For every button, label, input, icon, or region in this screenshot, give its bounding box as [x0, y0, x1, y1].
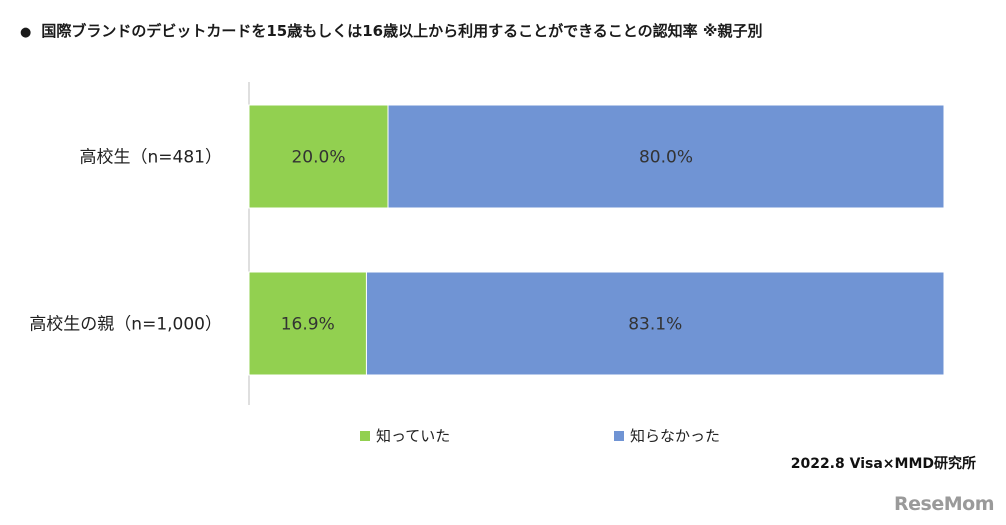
- legend-item-known: 知っていた: [360, 425, 450, 446]
- bar-segment-unknown: [365, 271, 945, 376]
- title-text: 国際ブランドのデビットカードを15歳もしくは16歳以上から利用することができるこ…: [41, 22, 763, 40]
- bar-segment-known: [248, 104, 389, 209]
- category-label: 高校生の親（n=1,000）: [29, 315, 222, 335]
- data-label: 80.0%: [639, 148, 693, 168]
- bar-segment-known: [248, 271, 367, 376]
- source-note: 2022.8 Visa×MMD研究所: [790, 456, 976, 472]
- legend-swatch-unknown: [614, 430, 624, 441]
- category-label: 高校生（n=481）: [80, 148, 222, 168]
- legend-label-known: 知っていた: [376, 427, 451, 445]
- title-bullet: ●: [20, 25, 32, 40]
- legend-item-unknown: 知らなかった: [614, 425, 720, 446]
- legend-label-unknown: 知らなかった: [630, 427, 721, 445]
- legend-swatch-known: [360, 430, 370, 441]
- data-label: 83.1%: [628, 315, 682, 335]
- data-label: 20.0%: [291, 148, 345, 168]
- resemom-logo: ReseMom: [894, 493, 994, 515]
- bar-segment-unknown: [387, 104, 945, 209]
- chart-title: ● 国際ブランドのデビットカードを15歳もしくは16歳以上から利用することができる…: [20, 20, 762, 41]
- data-label: 16.9%: [281, 315, 335, 335]
